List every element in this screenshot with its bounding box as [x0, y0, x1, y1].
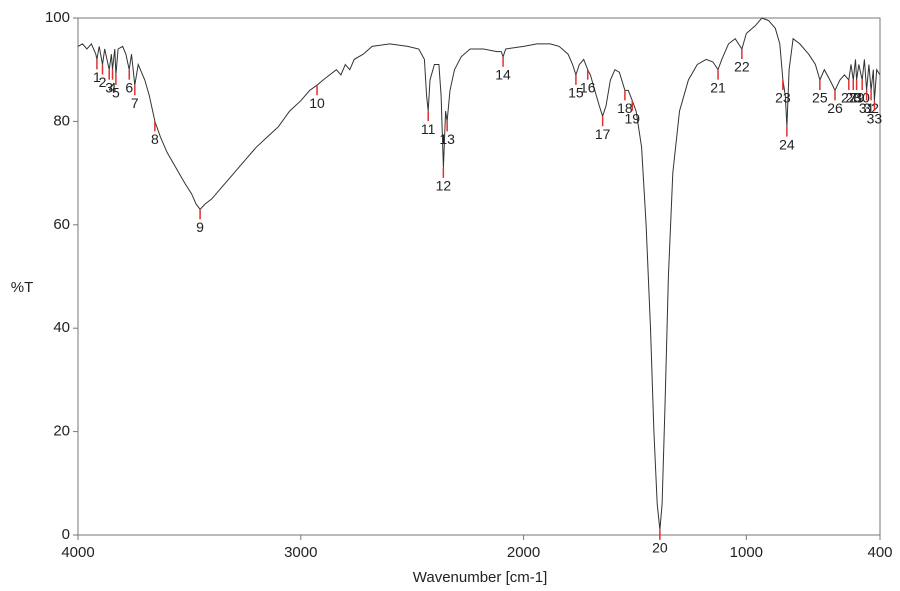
peak-label: 7: [131, 95, 139, 111]
peak-label: 27: [841, 90, 857, 106]
peak-label: 19: [624, 110, 640, 126]
peak-label: 5: [112, 85, 120, 101]
peak-label: 15: [568, 85, 584, 101]
y-axis-label: %T: [11, 279, 34, 296]
y-tick-label: 40: [53, 319, 70, 336]
x-tick-label: 4000: [61, 544, 94, 561]
peak-label: 8: [151, 131, 159, 147]
peak-label: 28: [845, 90, 861, 106]
peak-label: 21: [710, 79, 726, 95]
peak-label: 4: [109, 79, 117, 95]
y-tick-label: 0: [62, 526, 70, 543]
peak-label: 17: [595, 126, 611, 142]
peak-label: 20: [652, 540, 668, 556]
peak-label: 18: [617, 100, 633, 116]
peak-label: 31: [859, 100, 875, 116]
spectrum-line: [77, 17, 881, 530]
peak-label: 33: [867, 110, 883, 126]
y-tick-label: 20: [53, 423, 70, 440]
peak-label: 24: [779, 136, 795, 152]
peak-label: 22: [734, 59, 750, 75]
peak-label: 26: [827, 100, 843, 116]
peak-label: 3: [105, 79, 113, 95]
peak-label: 12: [436, 178, 452, 194]
peak-label: 29: [849, 90, 865, 106]
peak-label: 6: [125, 79, 133, 95]
peak-label: 10: [309, 95, 325, 111]
peak-label: 1: [93, 69, 101, 85]
x-tick-label: 3000: [284, 544, 317, 561]
y-tick-label: 100: [45, 9, 70, 26]
peak-label: 23: [775, 90, 791, 106]
peak-label: 11: [421, 121, 436, 137]
y-tick-label: 60: [53, 216, 70, 233]
x-tick-label: 2000: [507, 544, 540, 561]
peak-label: 9: [196, 219, 204, 235]
plot-frame: [77, 17, 881, 536]
peak-label: 13: [439, 131, 455, 147]
peak-label: 2: [99, 74, 107, 90]
x-tick-label: 400: [867, 544, 892, 561]
x-axis-label: Wavenumber [cm-1]: [413, 569, 547, 586]
peak-label: 16: [580, 79, 596, 95]
x-tick-label: 1000: [730, 544, 763, 561]
peak-label: 14: [495, 66, 511, 82]
y-tick-label: 80: [53, 112, 70, 129]
peak-label: 25: [812, 90, 828, 106]
